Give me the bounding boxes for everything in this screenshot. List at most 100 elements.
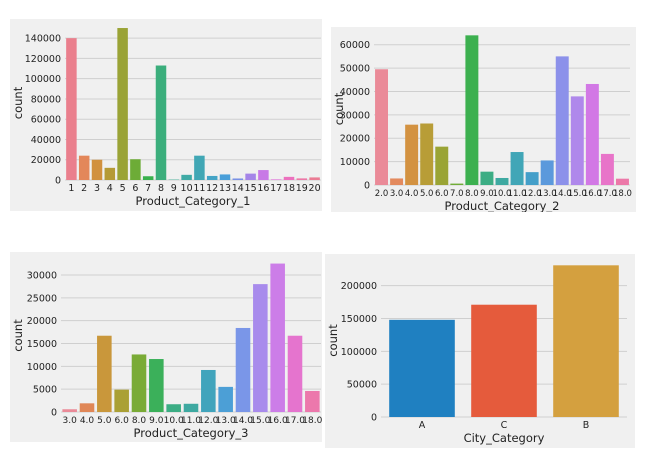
x-tick-label: 1 bbox=[68, 183, 74, 194]
bar bbox=[389, 319, 455, 417]
x-axis-label: Product_Category_3 bbox=[133, 426, 248, 440]
y-tick-label: 40000 bbox=[31, 135, 61, 146]
x-tick-label: 4.0 bbox=[80, 416, 95, 426]
x-tick-label: 12.0 bbox=[523, 189, 542, 199]
bar bbox=[615, 178, 629, 185]
x-tick-label: A bbox=[419, 420, 426, 431]
y-tick-label: 80000 bbox=[31, 94, 61, 105]
x-tick-label: 13.0 bbox=[538, 189, 557, 199]
y-tick-label: 20000 bbox=[27, 316, 57, 327]
x-tick-label: 11 bbox=[193, 183, 205, 194]
x-tick-label: 20 bbox=[309, 183, 321, 194]
y-tick-label: 100000 bbox=[25, 74, 61, 85]
chart-panel-product-category-1: 0 20000 40000 60000 80000 100000 120000 140000 1… bbox=[10, 19, 322, 211]
bar bbox=[510, 152, 524, 185]
y-tick-label: 0 bbox=[51, 408, 57, 419]
x-tick-label: 18.0 bbox=[302, 416, 322, 426]
x-tick-label: 5.0 bbox=[420, 189, 434, 199]
y-tick-label: 120000 bbox=[25, 54, 61, 65]
bar bbox=[245, 173, 256, 180]
y-tick-label: 20000 bbox=[340, 134, 370, 145]
y-tick-label: 40000 bbox=[340, 87, 370, 98]
chart-svg-product-category-3: 0 5000 10000 15000 20000 25000 30000 3.0 4.0 5.0 6… bbox=[11, 259, 322, 440]
chart-svg-product-category-1: 0 20000 40000 60000 80000 100000 120000 140000 1… bbox=[11, 26, 321, 208]
bar bbox=[305, 390, 320, 412]
x-tick-label: 17.0 bbox=[285, 416, 305, 426]
bar bbox=[465, 35, 479, 185]
x-tick-label: 17.0 bbox=[598, 189, 617, 199]
chart-svg-city-category: 0 50000 100000 150000 200000 A C B City_Category… bbox=[326, 264, 627, 445]
bar bbox=[91, 159, 103, 180]
bar bbox=[270, 263, 285, 412]
x-tick-label: 3.0 bbox=[390, 189, 404, 199]
x-tick-label: 8 bbox=[158, 183, 164, 194]
chart-panel-product-category-2: 0 10000 20000 30000 40000 50000 60000 2.0 3.0 4.0… bbox=[331, 27, 636, 212]
x-tick-label: C bbox=[501, 420, 508, 431]
x-tick-label: 5 bbox=[120, 183, 126, 194]
bar bbox=[258, 170, 269, 180]
x-tick-label: 16 bbox=[257, 183, 269, 194]
x-tick-label: 7.0 bbox=[450, 189, 464, 199]
bar bbox=[62, 409, 77, 412]
y-tick-label: 60000 bbox=[340, 40, 370, 51]
plot-area bbox=[65, 26, 321, 180]
y-tick-label: 5000 bbox=[33, 385, 57, 396]
x-tick-label: 5.0 bbox=[97, 416, 112, 426]
x-tick-label: 7 bbox=[145, 183, 151, 194]
y-tick-label: 30000 bbox=[340, 110, 370, 121]
bar bbox=[600, 153, 614, 185]
bar bbox=[585, 83, 599, 185]
x-tick-label: 8.0 bbox=[465, 189, 479, 199]
y-tick-label: 140000 bbox=[25, 34, 61, 45]
bar bbox=[495, 177, 509, 185]
bar bbox=[450, 183, 464, 185]
bar bbox=[104, 167, 116, 180]
bar bbox=[78, 155, 90, 180]
x-axis-label: City_Category bbox=[464, 431, 545, 445]
x-tick-label: 15.0 bbox=[250, 416, 270, 426]
x-tick-label: 6.0 bbox=[115, 416, 130, 426]
x-tick-label: 4.0 bbox=[405, 189, 419, 199]
bar bbox=[149, 359, 164, 412]
x-tick-label: 3 bbox=[94, 183, 100, 194]
x-tick-label: 12.0 bbox=[198, 416, 218, 426]
y-tick-label: 200000 bbox=[341, 281, 377, 292]
y-tick-label: 25000 bbox=[27, 293, 57, 304]
chart-panel-product-category-3: 0 5000 10000 15000 20000 25000 30000 3.0 4.0 5.0 6… bbox=[10, 252, 322, 442]
y-tick-label: 60000 bbox=[31, 115, 61, 126]
y-tick-label: 50000 bbox=[347, 380, 377, 391]
x-tick-label: 8.0 bbox=[132, 416, 147, 426]
x-tick-label: 17 bbox=[270, 183, 282, 194]
bar bbox=[540, 160, 554, 185]
x-tick-label: 19 bbox=[296, 183, 308, 194]
x-tick-label: 14.0 bbox=[553, 189, 572, 199]
bar bbox=[287, 335, 303, 412]
bar bbox=[420, 123, 434, 185]
x-tick-label: 4 bbox=[107, 183, 113, 194]
y-axis-label: count bbox=[332, 92, 346, 125]
x-tick-label: 11.0 bbox=[508, 189, 527, 199]
bar bbox=[206, 175, 218, 180]
y-axis-label: count bbox=[326, 324, 340, 357]
x-axis-label: Product_Category_1 bbox=[135, 194, 250, 208]
bar bbox=[232, 178, 244, 180]
bar bbox=[114, 389, 129, 412]
bar bbox=[283, 176, 295, 180]
y-tick-label: 150000 bbox=[341, 314, 377, 325]
x-tick-label: 18.0 bbox=[613, 189, 632, 199]
y-tick-label: 10000 bbox=[27, 362, 57, 373]
bar bbox=[131, 354, 147, 412]
x-tick-label: 12 bbox=[206, 183, 218, 194]
bar bbox=[117, 28, 128, 180]
bar bbox=[183, 403, 199, 412]
x-tick-label: 6 bbox=[132, 183, 138, 194]
bar bbox=[235, 327, 251, 412]
x-tick-label: 2.0 bbox=[375, 189, 389, 199]
y-axis-label: count bbox=[11, 319, 25, 352]
bar bbox=[553, 265, 619, 417]
y-axis-label: count bbox=[11, 86, 25, 119]
x-tick-label: 18 bbox=[283, 183, 295, 194]
chart-panel-city-category: 0 50000 100000 150000 200000 A C B City_Category… bbox=[325, 254, 635, 448]
bar bbox=[309, 177, 320, 180]
bar bbox=[201, 369, 216, 412]
